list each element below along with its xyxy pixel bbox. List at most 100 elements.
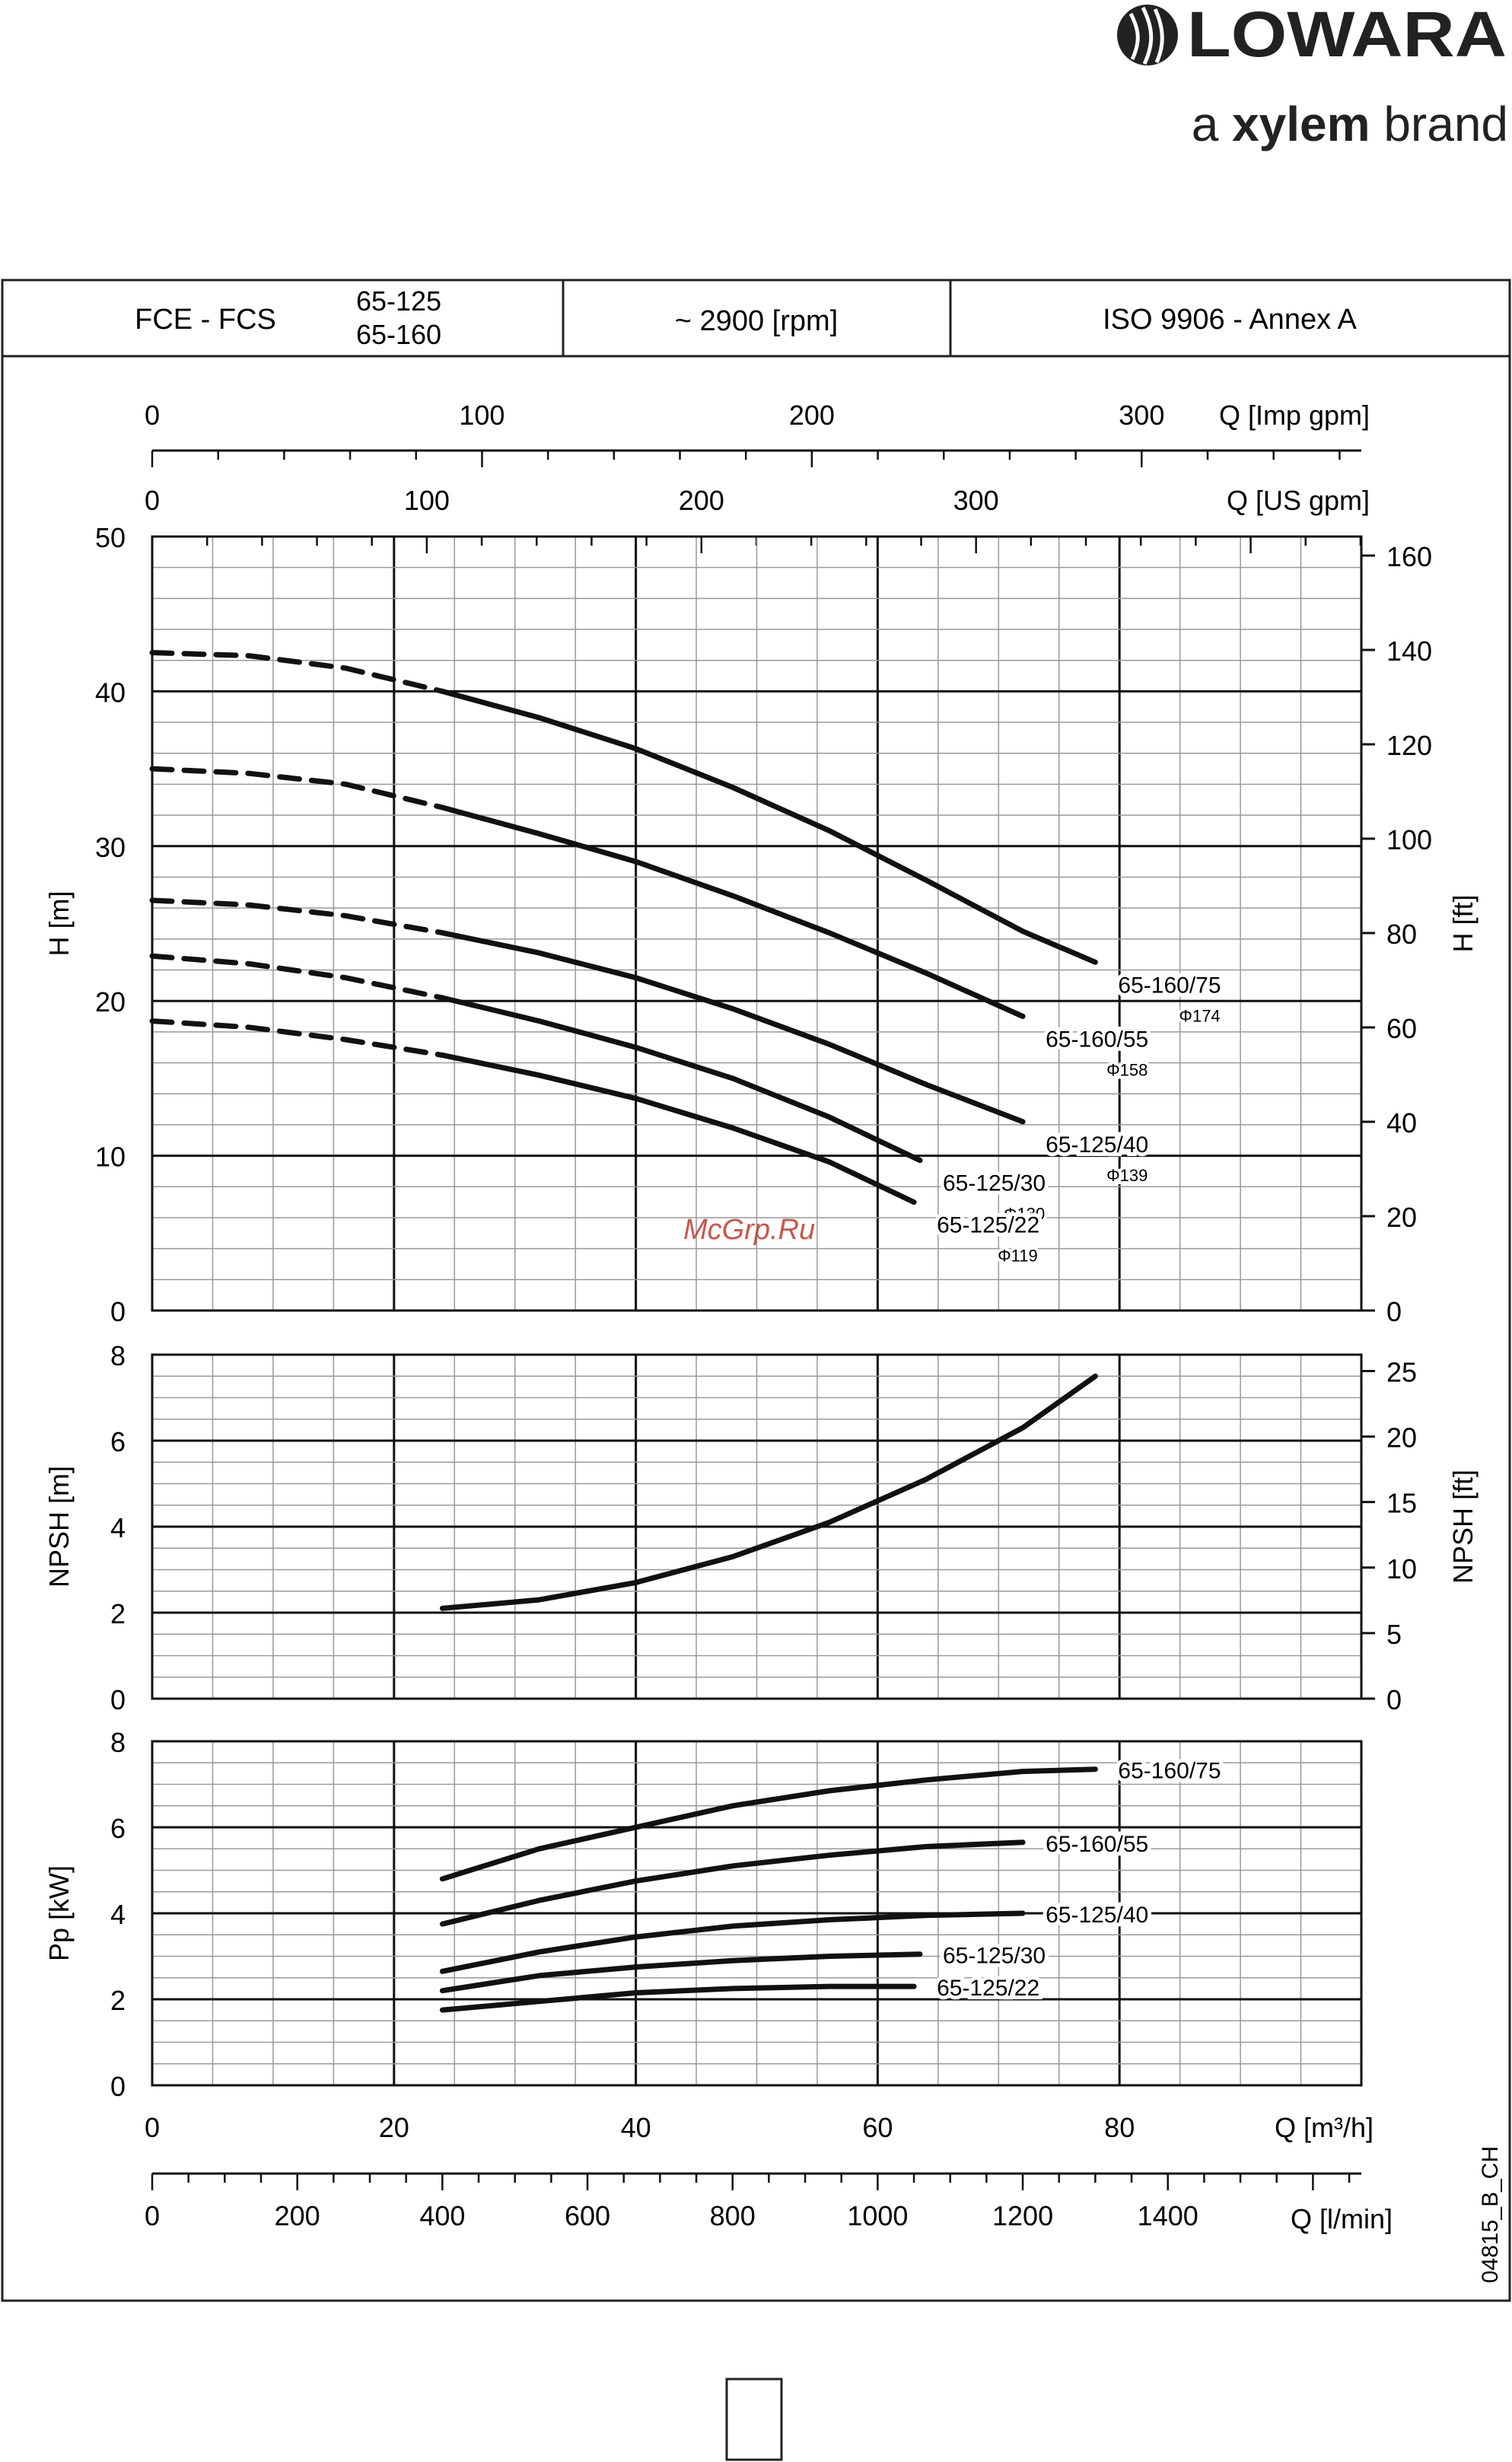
impeller-diameter-label: Φ119 <box>998 1247 1038 1266</box>
m3h-tick-label: 60 <box>862 2112 893 2143</box>
axis-tick-label: 300 <box>1119 400 1164 431</box>
series-label: 65-125/40 <box>1046 1132 1148 1158</box>
lmin-tick-label: 0 <box>145 2200 160 2231</box>
m3h-axis-title: Q [m³/h] <box>1275 2112 1374 2143</box>
m3h-axis-labels: 0 20 40 60 80 Q [m³/h] <box>145 2112 1374 2143</box>
y-tick-label: 30 <box>95 832 126 863</box>
y-tick-label: 0 <box>110 1296 126 1327</box>
plot-frame <box>151 1740 1363 2087</box>
y-right-tick-label: 160 <box>1386 541 1432 572</box>
curve-65-160/75 <box>439 1766 1098 1882</box>
curve-dashed-65-125/30 <box>149 953 445 1001</box>
axis-tick-label: 200 <box>679 485 724 516</box>
curve-65-125/22 <box>439 1983 917 2013</box>
y-right-tick-label: 20 <box>1386 1422 1417 1454</box>
y-right-tick-label: 20 <box>1386 1202 1417 1233</box>
y-tick-label: 50 <box>95 522 126 553</box>
lmin-tick-label: 400 <box>419 2200 465 2231</box>
lmin-tick-label: 200 <box>275 2200 320 2231</box>
brand-tagline: a xylem brand <box>1192 97 1508 151</box>
header-series: FCE - FCS <box>135 304 276 336</box>
axis-tick-label: 100 <box>404 485 450 516</box>
series-label: 65-160/75 <box>1118 1759 1221 1784</box>
y-axis-title: H [m] <box>43 891 75 957</box>
curve-65-125/40 <box>439 1910 1026 1974</box>
power-panel: 0 2 4 6 8 Pp [kW] 65-160/75 65-160/55 65-125/40 6… <box>43 1727 1363 2102</box>
lmin-tick-label: 1400 <box>1138 2200 1198 2231</box>
watermark: McGrp.Ru <box>683 1214 815 1246</box>
curve-65-125/40 <box>439 930 1026 1125</box>
series-label: 65-125/22 <box>937 1213 1039 1238</box>
lmin-axis: 0 200 400 600 800 1000 1200 1400 Q [l/min] <box>145 2172 1393 2234</box>
y-tick-label: 0 <box>110 2071 126 2102</box>
impeller-diameter-label: Φ130 <box>1004 1205 1045 1224</box>
series-label: 65-125/40 <box>1046 1903 1148 1928</box>
y-right-tick-label: 15 <box>1386 1488 1417 1519</box>
page-number-box <box>725 2378 783 2461</box>
axis-tick-label: 100 <box>459 400 505 431</box>
series-label: 65-160/75 <box>1118 973 1221 998</box>
plot-frame <box>151 1353 1363 1700</box>
curve-65-160/55 <box>439 804 1026 1019</box>
y-tick-label: 0 <box>110 1684 126 1715</box>
y-tick-label: 4 <box>110 1512 126 1543</box>
y-tick-label: 10 <box>95 1142 126 1173</box>
impeller-diameter-label: Φ139 <box>1106 1166 1148 1185</box>
series-label: 65-125/22 <box>937 1976 1039 2001</box>
y-tick-label: 6 <box>110 1813 126 1844</box>
curve-dashed-65-125/40 <box>149 897 445 936</box>
axis-title: Q [US gpm] <box>1227 485 1370 516</box>
y-tick-label: 8 <box>110 1727 126 1758</box>
axis-tick-label: 200 <box>789 400 835 431</box>
lowara-logo: LOWARA a xylem brand <box>1117 0 1508 151</box>
header-speed: ~ 2900 [rpm] <box>675 305 838 337</box>
axis-tick-label: 300 <box>953 485 999 516</box>
y-axis-title-right: NPSH [ft] <box>1447 1470 1479 1584</box>
y-tick-label: 20 <box>95 986 126 1018</box>
curve-65-125/30 <box>439 995 923 1164</box>
lowara-swirl-icon <box>1117 5 1178 65</box>
sheet-frame <box>1 279 1511 2302</box>
lmin-axis-title: Q [l/min] <box>1291 2203 1393 2234</box>
m3h-tick-label: 20 <box>379 2112 409 2143</box>
curve-dashed-65-125/22 <box>149 1018 445 1058</box>
series-label: 65-160/55 <box>1046 1027 1148 1053</box>
header-model-2: 65-160 <box>356 319 441 350</box>
brand-name: LOWARA <box>1187 0 1507 70</box>
npsh-panel: 0 2 4 6 8 0 5 10 15 20 25 NPSH [m] NPSH [ft] <box>43 1340 1479 1715</box>
header-model-1: 65-125 <box>356 285 441 317</box>
y-axis-title: Pp [kW] <box>43 1865 75 1961</box>
axis-tick-label: 0 <box>145 400 160 431</box>
y-right-tick-label: 40 <box>1386 1107 1417 1139</box>
lmin-tick-label: 1200 <box>992 2200 1053 2231</box>
series-label: 65-125/30 <box>943 1171 1046 1196</box>
y-axis-title: NPSH [m] <box>43 1466 75 1588</box>
doc-code: 04815_B_CH <box>1478 2146 1503 2283</box>
y-right-tick-label: 10 <box>1386 1553 1417 1585</box>
y-right-tick-label: 25 <box>1386 1356 1417 1387</box>
curve <box>439 1373 1098 1611</box>
impeller-diameter-label: Φ174 <box>1179 1006 1220 1025</box>
axis-title: Q [Imp gpm] <box>1219 400 1370 431</box>
m3h-tick-label: 80 <box>1104 2112 1135 2143</box>
curve-65-160/75 <box>439 688 1098 965</box>
lmin-tick-label: 1000 <box>847 2200 908 2231</box>
head-panel: 0 10 20 30 40 50 0 20 40 60 80 100 120 140 160 H [m] H [… <box>43 522 1479 1327</box>
m3h-tick-label: 0 <box>145 2112 160 2143</box>
m3h-tick-label: 40 <box>621 2112 651 2143</box>
y-tick-label: 2 <box>110 1985 126 2016</box>
y-right-tick-label: 60 <box>1386 1013 1417 1044</box>
y-axis-title-right: H [ft] <box>1447 894 1479 952</box>
y-right-tick-label: 80 <box>1386 919 1417 950</box>
y-tick-label: 4 <box>110 1899 126 1930</box>
series-label: 65-160/55 <box>1046 1832 1148 1857</box>
y-right-tick-label: 120 <box>1386 730 1432 761</box>
curve-dashed-65-160/75 <box>149 650 445 694</box>
impeller-diameter-label: Φ158 <box>1106 1061 1148 1080</box>
y-right-tick-label: 140 <box>1386 635 1432 667</box>
curve-65-160/55 <box>439 1839 1026 1927</box>
imp-gpm-axis: 0 100 200 300 Q [Imp gpm] <box>145 400 1370 467</box>
y-right-tick-label: 100 <box>1386 824 1432 855</box>
plot-frame <box>151 535 1363 1312</box>
